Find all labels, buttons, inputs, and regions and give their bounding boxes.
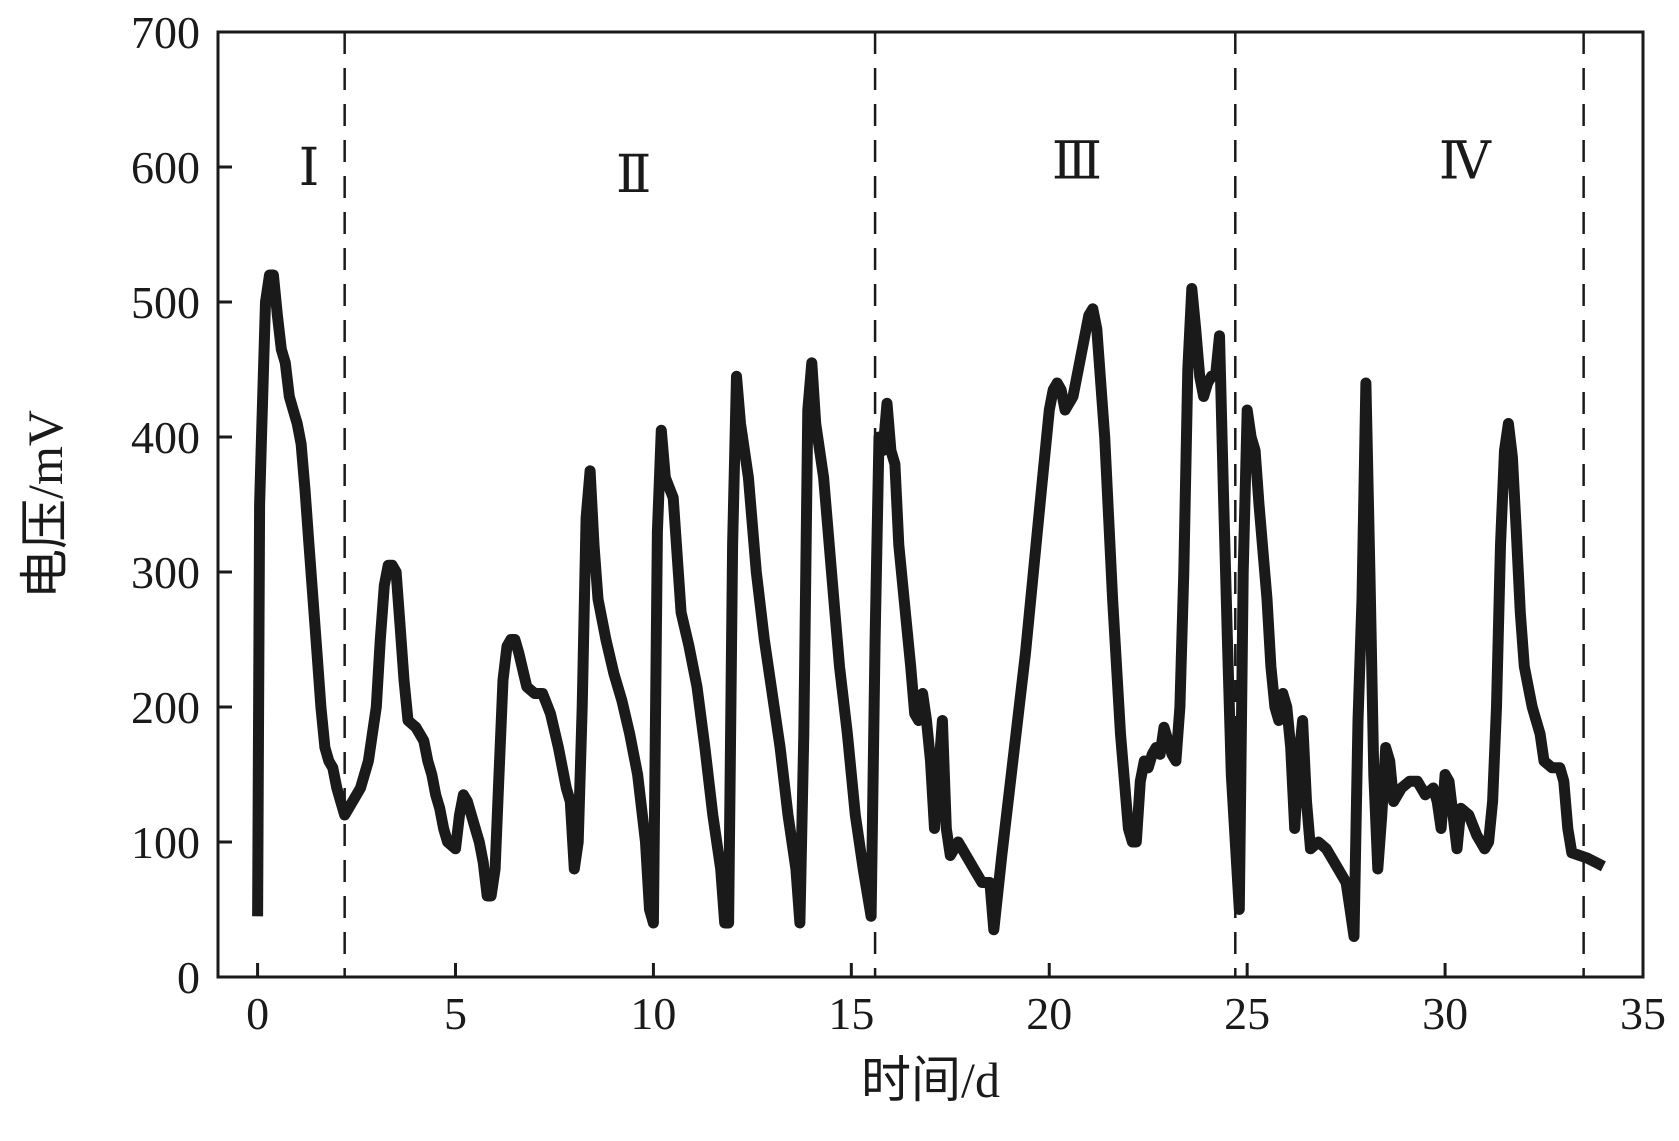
x-tick-label-4: 20 xyxy=(1026,988,1072,1039)
phase-label-1: Ⅱ xyxy=(616,147,651,204)
x-axis-label: 时间/d xyxy=(861,1052,1000,1108)
phase-label-0: Ⅰ xyxy=(299,140,320,197)
y-tick-label-1: 100 xyxy=(131,817,200,868)
x-tick-label-0: 0 xyxy=(246,988,269,1039)
y-tick-label-7: 700 xyxy=(131,7,200,58)
x-tick-label-6: 30 xyxy=(1422,988,1468,1039)
phase-labels: Ⅰ Ⅱ Ⅲ Ⅳ xyxy=(299,133,1492,204)
x-tick-label-2: 10 xyxy=(630,988,676,1039)
series-layer xyxy=(252,269,1606,942)
x-tick-label-7: 35 xyxy=(1620,988,1666,1039)
y-tick-label-2: 200 xyxy=(131,682,200,733)
y-tick-label-6: 600 xyxy=(131,142,200,193)
phase-boundaries xyxy=(343,32,1585,977)
y-tick-label-4: 400 xyxy=(131,412,200,463)
x-axis: 0 5 10 15 20 25 30 35 xyxy=(246,963,1666,1039)
series-line-0 xyxy=(252,269,1606,942)
x-tick-label-3: 15 xyxy=(828,988,874,1039)
y-axis-label: 电压/mV xyxy=(17,410,73,599)
x-tick-label-5: 25 xyxy=(1224,988,1270,1039)
phase-label-3: Ⅳ xyxy=(1439,133,1492,190)
y-tick-label-3: 300 xyxy=(131,547,200,598)
phase-label-2: Ⅲ xyxy=(1052,133,1102,190)
y-tick-label-5: 500 xyxy=(131,277,200,328)
plot-frame xyxy=(216,30,1645,979)
y-tick-label-0: 0 xyxy=(177,952,200,1003)
plot-area xyxy=(216,30,1645,979)
y-axis: 0 100 200 300 400 500 600 700 xyxy=(131,7,232,1003)
x-tick-label-1: 5 xyxy=(444,988,467,1039)
